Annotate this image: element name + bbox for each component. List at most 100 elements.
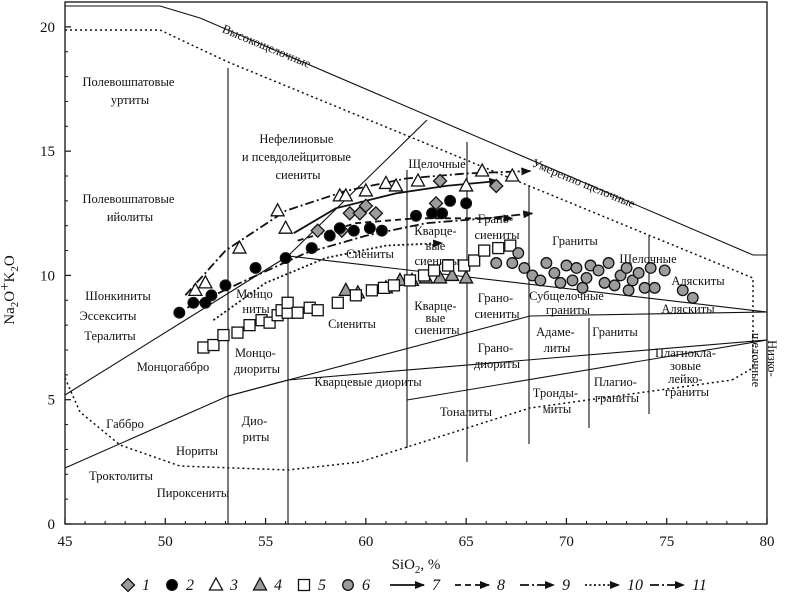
series-1-point xyxy=(368,205,384,221)
series-6-point xyxy=(602,257,615,269)
series-6-point xyxy=(686,291,699,304)
label-troktolity: Троктолиты xyxy=(89,469,153,483)
series-3-point xyxy=(388,177,404,192)
series-6-point xyxy=(540,257,553,269)
series-5-point xyxy=(197,341,210,354)
y-tick-label: 15 xyxy=(40,144,55,160)
series-6-point xyxy=(570,262,583,274)
series-6-point xyxy=(506,257,519,269)
label-subshchelochnye: Субщелочные граниты xyxy=(529,289,607,317)
legend-label-9: 9 xyxy=(562,577,570,594)
legend-label-4: 4 xyxy=(274,577,282,594)
series-2-point xyxy=(375,224,388,237)
label-tonality: Тоналиты xyxy=(440,405,493,419)
label-plagiogranity: Плагио- граниты xyxy=(594,375,640,405)
series-2-point xyxy=(426,207,438,220)
label-granosienity-b: Грано- сиениты xyxy=(474,291,520,321)
series-5-point xyxy=(207,338,220,352)
series-5-point xyxy=(417,269,431,282)
x-tick-label: 50 xyxy=(158,534,173,550)
series-6-point xyxy=(608,279,621,292)
series-6-point xyxy=(676,284,689,297)
x-tick-label: 55 xyxy=(258,534,273,550)
series-6-point xyxy=(534,274,547,287)
series-2-point xyxy=(444,194,457,207)
label-monzonity: Монцо ниты xyxy=(236,287,276,316)
y-title-plus: + xyxy=(0,282,13,290)
series-3-point xyxy=(410,172,426,187)
y-tick-label: 5 xyxy=(48,393,56,409)
x-tick-label: 45 xyxy=(58,534,73,550)
label-alyaskity-b: Аляскиты xyxy=(661,302,715,316)
series-6-point xyxy=(632,266,645,279)
label-kvarts-sienity-b: Кварце- вые сиениты xyxy=(414,299,460,337)
y-axis-title: Na2O+K2O xyxy=(0,255,21,325)
series-3-point xyxy=(504,167,520,182)
label-monzodiority: Монцо- диориты xyxy=(234,346,281,376)
y-title-o-1: O xyxy=(2,291,18,302)
y-title-sub-2: 2 xyxy=(9,266,21,272)
series-4-point xyxy=(338,281,354,296)
series-5-point xyxy=(504,239,517,252)
label-granity-b: Граниты xyxy=(592,325,638,339)
legend-label-7: 7 xyxy=(432,577,441,594)
label-nority: Нориты xyxy=(176,444,219,458)
series-3-point xyxy=(187,281,203,296)
series-5-point xyxy=(231,326,244,339)
series-1-point xyxy=(310,223,326,239)
label-diority: Дио- риты xyxy=(242,414,271,444)
label-gabbro: Габбро xyxy=(106,417,144,431)
series-2-point xyxy=(249,262,262,274)
legend-label-1: 1 xyxy=(142,577,150,594)
legend-label-2: 2 xyxy=(186,577,194,594)
legend-symbol-3 xyxy=(208,576,224,591)
series-6-point xyxy=(622,284,635,297)
series-6-point xyxy=(490,257,503,269)
label-granity: Граниты xyxy=(552,234,598,248)
series-5-point xyxy=(468,254,481,267)
series-2-point xyxy=(173,306,186,319)
legend-symbol-1 xyxy=(120,577,136,593)
series-5-point xyxy=(331,296,344,309)
label-ijolity: Полевошпатовые ийолиты xyxy=(82,192,177,224)
series-4-point xyxy=(432,269,448,284)
legend-symbol-2 xyxy=(166,579,178,591)
series-2-point xyxy=(410,209,422,222)
series-2-point xyxy=(363,222,376,235)
data-points xyxy=(173,162,699,354)
series-1-point xyxy=(432,173,448,189)
label-trondyemity: Тронды- миты xyxy=(533,386,581,416)
series-2-point xyxy=(219,279,232,292)
y-tick-label: 0 xyxy=(48,517,56,533)
x-tick-label: 65 xyxy=(459,534,474,550)
legend-label-8: 8 xyxy=(497,577,505,594)
series-6-point xyxy=(512,247,525,260)
trend-line-11 xyxy=(186,210,534,309)
series-5-point xyxy=(387,279,401,292)
series-5-point xyxy=(263,316,276,329)
series-2-point xyxy=(333,222,346,235)
label-nefelinovye: Нефелиновые и псевдолейцитовые сиениты xyxy=(242,132,354,182)
x-tick-label: 80 xyxy=(760,534,775,550)
series-5-point xyxy=(291,306,304,319)
y-axis: 0 5 10 15 20 xyxy=(40,1,71,533)
label-essexity: Эссекситы xyxy=(80,309,138,323)
label-kvarts-sienity-a: Кварце- вые сиениты xyxy=(414,224,460,268)
series-2-point xyxy=(279,252,292,264)
y-tick-label: 10 xyxy=(40,268,55,284)
series-6-point xyxy=(560,259,573,272)
label-kvarts-diority: Кварцевые диориты xyxy=(314,375,422,389)
series-6-point xyxy=(548,266,561,279)
x-axis: 45 50 55 60 65 70 75 80 xyxy=(58,518,775,550)
legend: 1 2 3 4 5 6 7 8 9 10 11 xyxy=(120,576,707,594)
legend-label-11: 11 xyxy=(692,577,707,594)
label-shonkinity: Шонкиниты xyxy=(85,289,151,303)
series-5-point xyxy=(441,259,455,272)
field-labels: Полевошпатовые уртиты Полевошпатовые ийо… xyxy=(80,22,779,500)
x-tick-label: 75 xyxy=(659,534,674,550)
series-1-point xyxy=(358,198,374,214)
legend-symbol-5 xyxy=(297,578,311,592)
series-3-point xyxy=(378,175,394,190)
y-title-k: K xyxy=(2,271,18,282)
